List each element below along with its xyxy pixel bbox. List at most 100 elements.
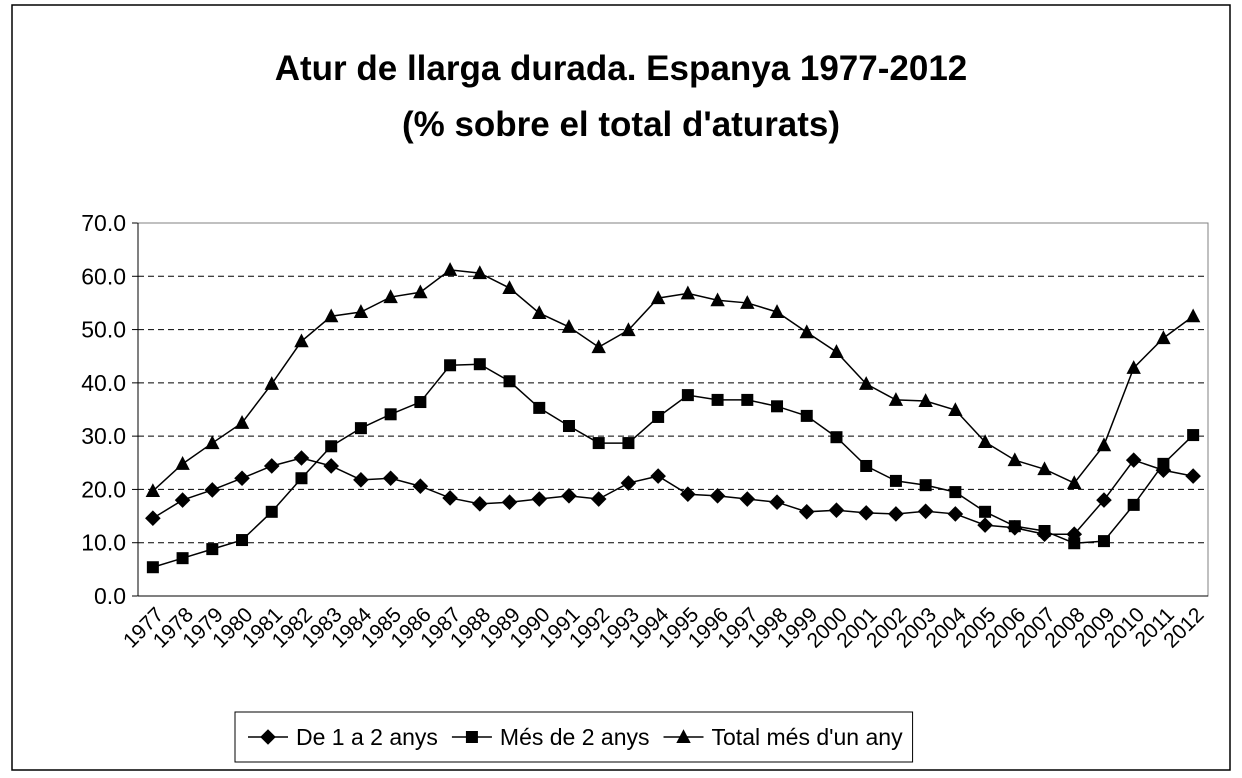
marker xyxy=(234,470,250,487)
marker xyxy=(888,506,904,522)
marker xyxy=(622,437,635,450)
marker xyxy=(592,437,605,450)
marker xyxy=(295,472,308,485)
marker xyxy=(465,731,478,743)
y-tick-label: 10.0 xyxy=(81,530,126,556)
marker xyxy=(561,488,577,504)
marker xyxy=(709,488,726,504)
marker xyxy=(1127,498,1140,511)
marker xyxy=(979,505,992,518)
marker xyxy=(204,482,221,498)
marker xyxy=(889,474,902,487)
marker xyxy=(652,410,665,423)
marker xyxy=(145,483,161,498)
marker xyxy=(1007,452,1023,467)
marker xyxy=(860,459,873,472)
marker xyxy=(413,284,428,299)
marker xyxy=(1068,537,1081,550)
marker xyxy=(1038,524,1051,537)
marker xyxy=(175,456,190,470)
marker xyxy=(769,304,785,318)
marker xyxy=(829,344,844,358)
y-tick-label: 30.0 xyxy=(81,423,126,449)
chart-border xyxy=(11,4,1231,771)
marker xyxy=(710,292,725,307)
marker xyxy=(1185,308,1201,323)
marker xyxy=(265,505,278,518)
y-tick-label: 20.0 xyxy=(81,476,126,502)
marker xyxy=(620,475,637,491)
marker xyxy=(294,333,309,348)
marker xyxy=(1157,457,1170,470)
marker xyxy=(919,479,932,492)
marker xyxy=(621,322,636,337)
marker xyxy=(353,472,369,488)
marker xyxy=(591,339,606,354)
marker xyxy=(323,308,339,323)
marker xyxy=(502,280,517,295)
marker xyxy=(472,265,488,280)
marker xyxy=(414,396,427,409)
marker xyxy=(949,486,962,499)
marker xyxy=(444,359,457,372)
marker xyxy=(531,491,548,507)
y-tick-label: 0.0 xyxy=(94,583,126,609)
marker xyxy=(236,534,249,547)
marker xyxy=(858,376,874,390)
marker xyxy=(680,486,696,503)
marker xyxy=(501,494,518,511)
y-tick-label: 60.0 xyxy=(81,263,126,289)
marker xyxy=(711,393,724,406)
legend-label: Més de 2 anys xyxy=(500,724,650,750)
marker xyxy=(1187,429,1200,442)
marker xyxy=(264,376,279,390)
marker xyxy=(263,458,280,474)
marker xyxy=(650,468,666,484)
marker xyxy=(412,478,429,495)
marker xyxy=(828,502,845,519)
marker xyxy=(442,262,458,276)
legend: De 1 a 2 anys Més de 2 anys Total més d'un… xyxy=(234,711,914,763)
marker xyxy=(176,552,189,565)
legend-box xyxy=(234,711,914,763)
marker xyxy=(1125,452,1142,468)
marker xyxy=(740,295,755,309)
marker xyxy=(799,324,814,339)
marker xyxy=(769,494,785,511)
marker xyxy=(800,409,813,422)
chart-subtitle: (% sobre el total d'aturats) xyxy=(402,105,840,144)
marker xyxy=(888,392,904,406)
marker xyxy=(1096,492,1112,508)
marker xyxy=(234,415,250,429)
marker xyxy=(977,434,993,449)
marker xyxy=(1156,330,1171,345)
marker xyxy=(260,729,276,745)
marker xyxy=(1185,468,1201,484)
marker xyxy=(681,389,694,402)
marker xyxy=(680,285,696,300)
marker xyxy=(977,517,993,533)
marker xyxy=(917,503,934,520)
marker xyxy=(562,420,575,433)
marker xyxy=(473,358,486,371)
marker xyxy=(590,491,607,507)
marker xyxy=(383,289,398,304)
marker xyxy=(354,422,367,435)
marker xyxy=(353,304,369,318)
marker xyxy=(1096,437,1112,452)
marker xyxy=(1126,360,1141,374)
marker xyxy=(145,510,161,527)
marker xyxy=(676,729,691,743)
marker xyxy=(532,305,547,320)
marker xyxy=(739,491,756,507)
marker xyxy=(771,400,784,413)
marker xyxy=(442,490,458,506)
marker xyxy=(1037,461,1052,476)
marker xyxy=(503,375,516,388)
legend-label: Total més d'un any xyxy=(712,724,904,750)
marker xyxy=(533,401,546,414)
marker xyxy=(650,290,666,305)
marker xyxy=(174,492,191,508)
marker xyxy=(384,408,397,421)
